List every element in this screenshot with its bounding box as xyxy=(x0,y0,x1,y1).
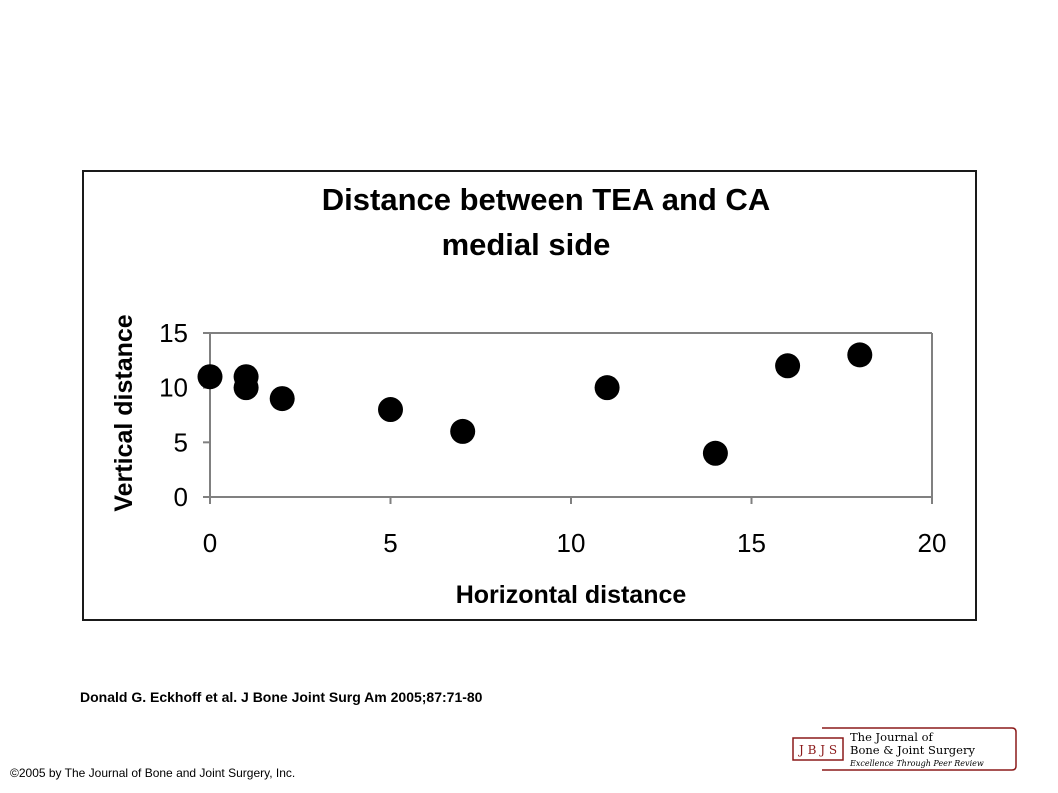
x-axis-ticks: 0 5 10 15 20 xyxy=(203,497,947,558)
journal-logo: J B J S The Journal of Bone & Joint Surg… xyxy=(792,727,1017,771)
y-tick-label: 0 xyxy=(174,482,188,512)
x-tick-label: 0 xyxy=(203,528,217,558)
y-tick-label: 15 xyxy=(159,318,188,348)
data-point xyxy=(775,353,801,379)
chart-frame: Distance between TEA and CA medial side … xyxy=(82,170,977,621)
x-tick-label: 15 xyxy=(737,528,766,558)
logo-line-1: The Journal of xyxy=(850,730,933,744)
data-point xyxy=(269,386,295,412)
x-axis-label: Horizontal distance xyxy=(456,581,687,609)
data-point xyxy=(450,418,476,444)
copyright-text: ©2005 by The Journal of Bone and Joint S… xyxy=(10,766,296,780)
data-points xyxy=(197,342,873,466)
plot-axes xyxy=(209,332,933,498)
citation-text: Donald G. Eckhoff et al. J Bone Joint Su… xyxy=(80,689,483,705)
logo-monogram: J B J S xyxy=(797,743,837,757)
logo-line-2: Bone & Joint Surgery xyxy=(850,743,975,757)
data-point xyxy=(702,440,728,466)
x-tick-label: 20 xyxy=(918,528,947,558)
data-point xyxy=(233,375,259,401)
scatter-chart: Distance between TEA and CA medial side … xyxy=(110,182,947,609)
x-tick-label: 5 xyxy=(383,528,397,558)
chart-title-line-1: Distance between TEA and CA xyxy=(322,182,770,217)
y-axis-label: Vertical distance xyxy=(110,314,138,511)
y-tick-label: 10 xyxy=(159,373,188,403)
data-point xyxy=(378,397,403,423)
y-tick-label: 5 xyxy=(174,427,188,457)
data-point xyxy=(847,342,873,368)
logo-monogram-box xyxy=(792,737,844,761)
logo-frame xyxy=(822,727,1017,771)
y-axis-ticks: 0 5 10 15 xyxy=(159,318,210,512)
chart-title-line-2: medial side xyxy=(442,227,611,262)
x-tick-label: 10 xyxy=(557,528,586,558)
data-point xyxy=(594,375,620,401)
logo-tagline: Excellence Through Peer Review xyxy=(849,759,984,768)
data-point xyxy=(197,364,223,390)
